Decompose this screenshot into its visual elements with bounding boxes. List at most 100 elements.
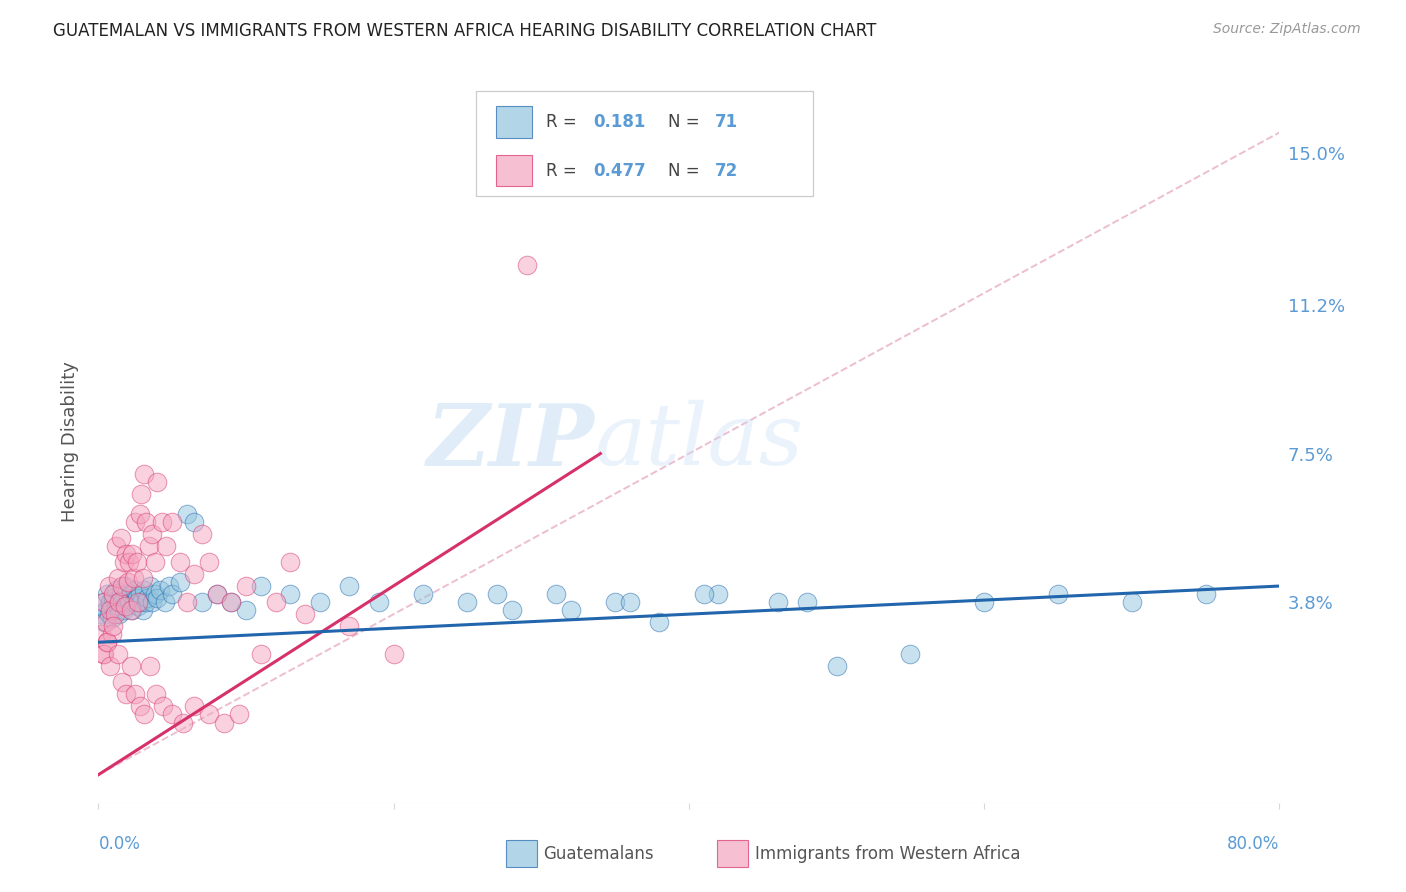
Point [134, 583, 156, 598]
Point [128, 587, 150, 601]
Point [104, 603, 127, 617]
Point [97, 607, 120, 622]
Point [96, 635, 118, 649]
Point [162, 707, 183, 722]
Point [91, 648, 114, 662]
Point [280, 587, 302, 601]
Point [111, 675, 134, 690]
Point [136, 591, 159, 606]
Text: R =: R = [546, 113, 582, 131]
Point [129, 487, 152, 501]
Point [135, 595, 157, 609]
Point [560, 603, 582, 617]
Point [98, 659, 121, 673]
Point [104, 607, 127, 622]
Point [121, 603, 143, 617]
Point [105, 539, 128, 553]
Point [152, 699, 174, 714]
Text: 0.181: 0.181 [593, 113, 645, 131]
Text: 0.0%: 0.0% [98, 835, 141, 854]
Point [155, 539, 177, 553]
Point [121, 547, 143, 561]
Point [125, 591, 148, 606]
Point [122, 595, 145, 609]
Point [198, 707, 221, 722]
Point [117, 575, 139, 590]
Text: 71: 71 [714, 113, 738, 131]
Text: 0.477: 0.477 [593, 161, 645, 179]
Point [134, 467, 156, 481]
Point [149, 583, 172, 598]
Point [145, 687, 167, 701]
Point [1195, 587, 1218, 601]
Point [115, 547, 138, 561]
Point [169, 555, 191, 569]
Point [457, 595, 479, 609]
Point [118, 555, 141, 569]
Point [294, 607, 316, 622]
Point [100, 611, 122, 625]
Point [138, 539, 160, 553]
Point [501, 603, 523, 617]
Point [516, 258, 538, 272]
Text: Immigrants from Western Africa: Immigrants from Western Africa [755, 845, 1021, 863]
Point [162, 515, 183, 529]
Point [309, 595, 332, 609]
Point [125, 555, 148, 569]
Point [205, 587, 228, 601]
Point [382, 648, 405, 662]
Point [114, 579, 136, 593]
Point [115, 599, 138, 614]
Point [94, 603, 117, 617]
Y-axis label: Hearing Disability: Hearing Disability [60, 361, 79, 522]
Point [228, 707, 250, 722]
Point [108, 595, 131, 609]
Point [112, 603, 135, 617]
Point [1046, 587, 1070, 601]
FancyBboxPatch shape [496, 154, 531, 186]
Point [973, 595, 995, 609]
Point [825, 659, 848, 673]
Point [169, 575, 191, 590]
Point [183, 515, 205, 529]
Point [546, 587, 568, 601]
Point [605, 595, 627, 609]
Point [120, 659, 142, 673]
Point [141, 526, 163, 541]
Point [128, 699, 150, 714]
Point [117, 591, 139, 606]
Point [110, 587, 132, 601]
Point [103, 619, 125, 633]
Point [153, 595, 176, 609]
Point [107, 599, 129, 614]
Point [100, 627, 122, 641]
Point [103, 587, 125, 601]
Point [97, 579, 120, 593]
FancyBboxPatch shape [496, 106, 531, 138]
Point [339, 579, 361, 593]
Text: Source: ZipAtlas.com: Source: ZipAtlas.com [1213, 22, 1361, 37]
Text: Guatemalans: Guatemalans [543, 845, 654, 863]
Point [150, 515, 173, 529]
Point [250, 579, 273, 593]
Point [135, 515, 157, 529]
Point [122, 571, 145, 585]
Point [112, 555, 135, 569]
Point [120, 587, 142, 601]
Point [141, 595, 163, 609]
Point [191, 595, 214, 609]
Point [110, 531, 132, 545]
Point [707, 587, 730, 601]
Point [143, 555, 166, 569]
Point [90, 627, 112, 641]
Point [128, 507, 150, 521]
Point [176, 507, 198, 521]
Point [198, 555, 221, 569]
Point [93, 615, 115, 630]
Text: N =: N = [668, 161, 704, 179]
Point [103, 591, 125, 606]
Point [94, 615, 117, 630]
Point [96, 635, 118, 649]
Point [132, 571, 155, 585]
Point [1121, 595, 1143, 609]
